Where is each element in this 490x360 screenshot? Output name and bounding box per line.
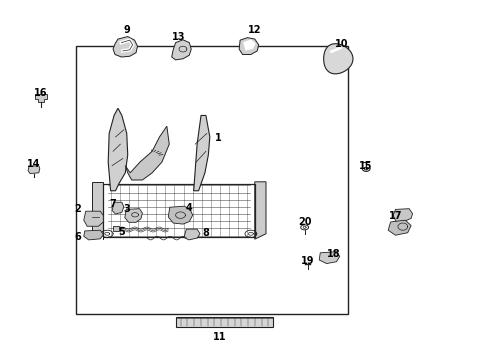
Bar — [76, 45, 347, 315]
Polygon shape — [112, 202, 124, 214]
Polygon shape — [255, 182, 266, 239]
Text: 18: 18 — [327, 248, 341, 258]
Polygon shape — [194, 116, 210, 191]
Polygon shape — [125, 209, 143, 222]
Polygon shape — [108, 108, 128, 191]
Text: 10: 10 — [335, 40, 348, 49]
Polygon shape — [35, 94, 47, 102]
Polygon shape — [175, 317, 273, 327]
Polygon shape — [84, 211, 103, 226]
Polygon shape — [388, 220, 411, 235]
Polygon shape — [319, 252, 340, 264]
Polygon shape — [393, 209, 413, 222]
Text: 20: 20 — [298, 217, 311, 227]
Polygon shape — [92, 182, 103, 239]
Text: 17: 17 — [389, 211, 402, 221]
Text: 8: 8 — [202, 228, 209, 238]
Polygon shape — [168, 206, 193, 224]
Text: 4: 4 — [185, 203, 192, 213]
Text: 2: 2 — [74, 204, 81, 215]
Text: 9: 9 — [123, 25, 130, 35]
Polygon shape — [239, 38, 259, 54]
Polygon shape — [172, 40, 191, 60]
Text: 11: 11 — [213, 332, 226, 342]
Polygon shape — [324, 44, 353, 74]
Polygon shape — [184, 229, 200, 240]
Polygon shape — [84, 230, 103, 240]
Text: 3: 3 — [123, 204, 130, 215]
Text: 6: 6 — [74, 232, 81, 242]
Text: 15: 15 — [360, 161, 373, 171]
Text: 14: 14 — [27, 159, 41, 169]
Text: 12: 12 — [248, 25, 262, 35]
Text: 5: 5 — [119, 227, 125, 237]
Text: 13: 13 — [172, 32, 186, 41]
Text: 7: 7 — [110, 199, 117, 210]
Text: 1: 1 — [215, 133, 221, 143]
Polygon shape — [244, 40, 255, 50]
Text: 16: 16 — [34, 88, 48, 98]
Polygon shape — [125, 126, 169, 180]
Polygon shape — [28, 166, 40, 174]
Polygon shape — [113, 37, 138, 57]
Text: 19: 19 — [301, 256, 314, 266]
Polygon shape — [113, 226, 120, 231]
